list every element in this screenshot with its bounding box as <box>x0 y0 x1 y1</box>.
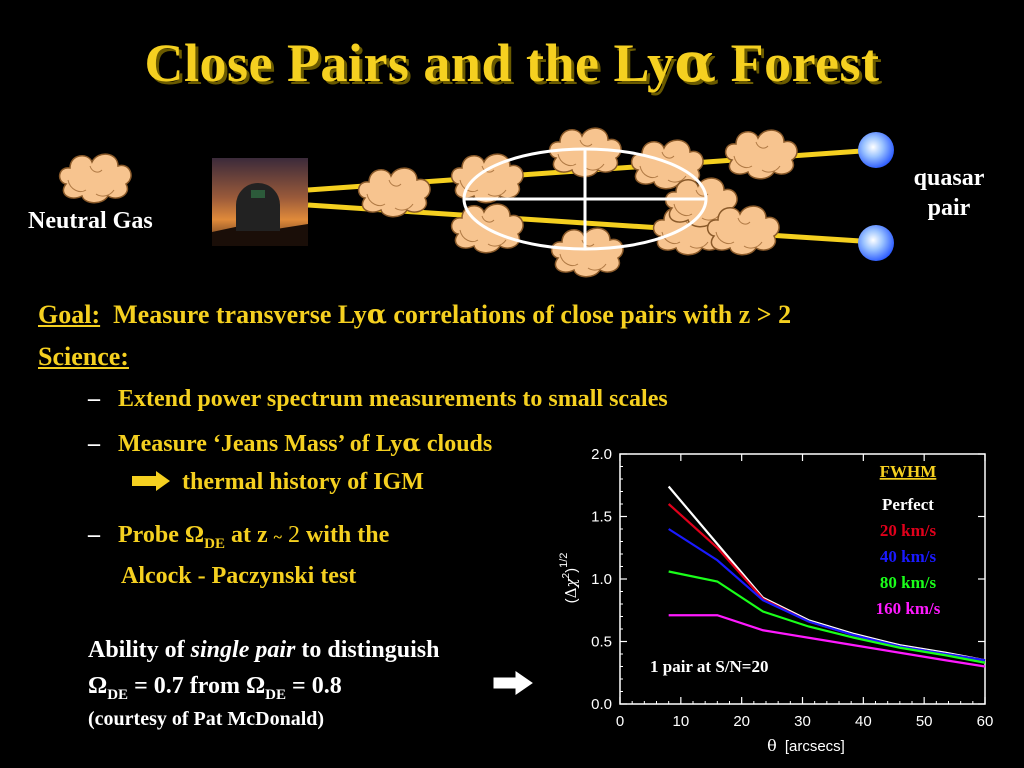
bullet-dash: – <box>88 386 100 412</box>
bullet-3-two: 2 <box>281 522 300 548</box>
x-axis-label: θ [arcsecs] <box>767 736 845 755</box>
legend-entry: Perfect <box>882 495 934 514</box>
omega-subscript: DE <box>265 686 287 703</box>
omega-subscript: DE <box>204 535 225 552</box>
ability-prefix: Ability of <box>88 637 191 663</box>
x-tick-label: 10 <box>672 713 689 730</box>
sightline-diagram <box>58 127 894 278</box>
goal-label: Goal: <box>38 300 101 329</box>
legend-entry: 40 km/s <box>880 547 937 566</box>
science-bullet-2-sub: thermal history of IGM <box>130 469 424 496</box>
tilde: ~ <box>273 529 282 546</box>
x-tick-label: 50 <box>916 713 933 730</box>
series-line <box>668 614 986 668</box>
bullet-dash: – <box>88 522 100 548</box>
science-line: Science: <box>38 342 129 372</box>
science-bullet-2: – Measure ‘Jeans Mass’ of Lyα clouds <box>88 428 492 458</box>
bullet-3-probe: Probe <box>118 522 185 548</box>
quasar-pair-label: quasar pair <box>894 163 1004 223</box>
slide-title: Close Pairs and the Lyα Forest <box>0 30 1024 94</box>
y-sup: 1/2 <box>558 553 570 568</box>
omega-symbol: Ω <box>184 522 205 548</box>
ability-value-2: = 0.8 <box>286 673 342 699</box>
ability-line-2: ΩDE = 0.7 from ΩDE = 0.8 <box>88 668 439 713</box>
bullet-1-text: Extend power spectrum measurements to sm… <box>118 386 668 412</box>
bullet-3-line1: – Probe ΩDE at z ~ 2 with the <box>88 519 389 560</box>
series-line <box>668 528 986 662</box>
legend-title: FWHM <box>880 462 937 481</box>
ability-suffix: to distinguish <box>295 637 440 663</box>
x-tick-label: 60 <box>977 713 994 730</box>
ability-italic: single pair <box>190 637 296 663</box>
y-delta: Δ <box>562 587 580 598</box>
science-bullet-1: – Extend power spectrum measurements to s… <box>88 386 668 413</box>
title-alpha: α <box>674 30 717 94</box>
x-axis-label-text: [arcsecs] <box>785 738 845 755</box>
y-axis-label: (Δχ2)1/2 <box>558 553 580 604</box>
y-sup2: 2 <box>561 572 572 578</box>
ability-value-1: = 0.7 from <box>128 673 246 699</box>
chart-series <box>667 485 986 668</box>
quasar-top <box>858 132 894 168</box>
title-prefix: Close Pairs and the Ly <box>144 33 675 93</box>
ability-text: Ability of single pair to distinguish ΩD… <box>88 632 439 713</box>
legend-entry: 80 km/s <box>880 573 937 592</box>
omega-symbol: Ω <box>88 673 108 699</box>
courtesy-note: (courtesy of Pat McDonald) <box>88 708 325 730</box>
series-line <box>667 485 986 662</box>
goal-line: Goal: Measure transverse Lyα correlation… <box>38 300 791 330</box>
telescope-photo <box>212 158 308 246</box>
quasar-bottom <box>858 225 894 261</box>
bullet-3-line2: Alcock - Paczynski test <box>121 562 357 589</box>
bullet-3-with: with the <box>299 522 390 548</box>
ability-line-1: Ability of single pair to distinguish <box>88 632 439 668</box>
chart-annotation: 1 pair at S/N=20 <box>650 657 768 676</box>
goal-alpha: α <box>366 300 387 330</box>
right-arrow-icon <box>132 471 170 491</box>
legend-entry: 160 km/s <box>876 599 941 618</box>
x-axis-ticks: 0 10 20 30 40 50 60 <box>616 454 994 730</box>
neutral-gas-label: Neutral Gas <box>28 208 153 234</box>
goal-text-suffix: correlations of close pairs with z > 2 <box>386 300 792 329</box>
bullet-2-prefix: Measure ‘Jeans Mass’ of Ly <box>118 431 403 457</box>
science-label: Science: <box>38 342 129 371</box>
goal-text-prefix: Measure transverse Ly <box>113 300 367 329</box>
title-suffix: Forest <box>716 33 880 93</box>
y-axis-ticks: 0.0 0.5 1.0 1.5 2.0 <box>591 446 985 713</box>
y-tick-label: 1.0 <box>591 571 612 588</box>
x-axis-theta: θ <box>767 736 777 755</box>
x-tick-label: 0 <box>616 713 624 730</box>
bullet-2-alpha: α <box>402 428 421 457</box>
y-tick-label: 2.0 <box>591 446 612 463</box>
omega-subscript: DE <box>107 686 129 703</box>
bullet-2-suffix: clouds <box>420 431 493 457</box>
series-line <box>668 570 986 664</box>
y-tick-label: 0.0 <box>591 696 612 713</box>
x-tick-label: 40 <box>855 713 872 730</box>
y-open: ( <box>563 598 580 603</box>
bullet-3-at: at z <box>224 522 274 548</box>
right-arrow-icon <box>493 671 533 695</box>
y-chi: χ <box>562 578 580 589</box>
bullet-2-sub-text: thermal history of IGM <box>182 469 424 495</box>
correlation-ellipse <box>462 147 708 251</box>
science-bullet-3: – Probe ΩDE at z ~ 2 with the Alcock - Pa… <box>88 519 389 592</box>
y-close: ) <box>563 568 580 573</box>
y-tick-label: 0.5 <box>591 634 612 651</box>
legend-entry: 20 km/s <box>880 521 937 540</box>
x-tick-label: 20 <box>733 713 750 730</box>
quasar-label-line2: pair <box>927 195 971 221</box>
omega-symbol: Ω <box>245 673 266 699</box>
chart: 0 10 20 30 40 50 60 0.0 0.5 1.0 1.5 2.0 θ [arcsecs]… <box>558 446 994 755</box>
bullet-dash: – <box>88 431 100 457</box>
x-tick-label: 30 <box>794 713 811 730</box>
gas-clouds <box>58 127 798 278</box>
chart-legend: Perfect 20 km/s 40 km/s 80 km/s 160 km/s <box>876 495 941 618</box>
quasar-label-line1: quasar <box>913 165 985 191</box>
y-tick-label: 1.5 <box>591 509 612 526</box>
